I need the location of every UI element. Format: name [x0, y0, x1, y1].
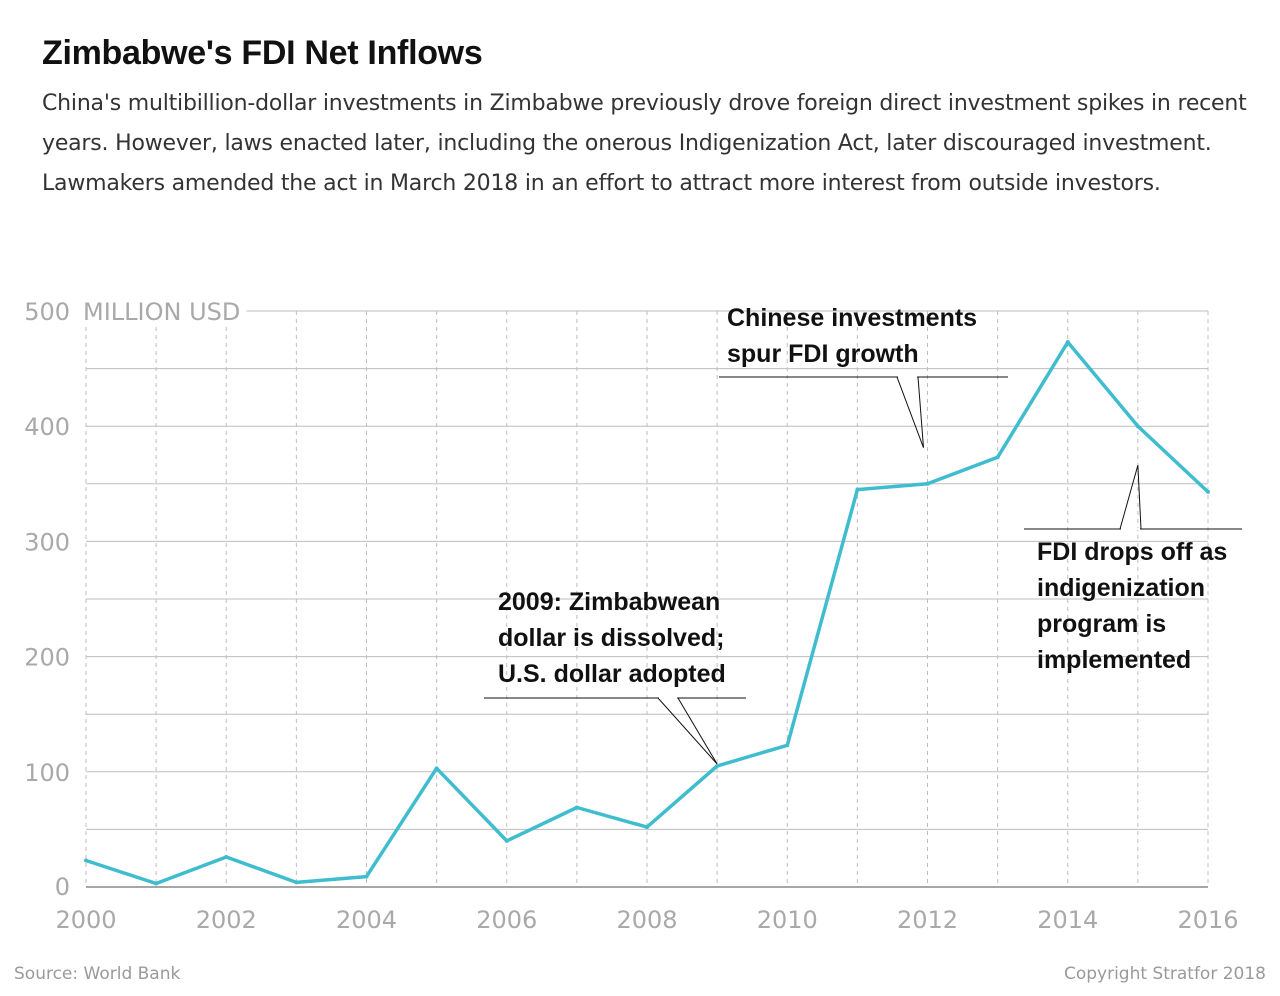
data-point: [154, 881, 159, 886]
chart-title: Zimbabwe's FDI Net Inflows: [42, 34, 483, 72]
annotation-text: program is: [1037, 610, 1166, 638]
data-point: [925, 481, 930, 486]
data-point: [1065, 340, 1070, 345]
data-point: [995, 455, 1000, 460]
x-tick-label: 2008: [616, 906, 677, 934]
callout-pointer: [1119, 465, 1142, 530]
vertical-grid: [85, 311, 1209, 887]
unit-label-mask: [79, 298, 247, 326]
annotation-text: 2009: Zimbabwean: [498, 588, 720, 616]
annotation-text: U.S. dollar adopted: [498, 660, 726, 688]
x-tick-label: 2016: [1177, 906, 1238, 934]
y-tick-label: 100: [24, 759, 70, 787]
data-points: [84, 340, 1210, 886]
annotation-text: indigenization: [1037, 574, 1205, 602]
data-point: [84, 858, 88, 863]
y-tick-label: 500: [24, 298, 70, 326]
annotation-text: implemented: [1037, 646, 1191, 674]
data-point: [785, 743, 790, 748]
x-tick-labels: 2000 2002 2004 2006 2008 2010 2012 2014 2016: [55, 906, 1238, 934]
copyright-note: Copyright Stratfor 2018: [1063, 964, 1266, 984]
data-point: [224, 855, 229, 860]
x-tick-label: 2002: [196, 906, 257, 934]
x-tick-label: 2014: [1037, 906, 1098, 934]
x-tick-label: 2012: [897, 906, 958, 934]
data-point: [294, 880, 299, 885]
x-tick-label: 2010: [757, 906, 818, 934]
annotation-text: FDI drops off as: [1037, 538, 1227, 566]
chart-subtitle: China's multibillion-dollar investments …: [42, 91, 1247, 196]
data-point: [364, 874, 369, 879]
callout-pointer: [657, 697, 718, 765]
y-tick-labels: 0 100 200 300 400 500: [24, 298, 70, 901]
annotation-text: spur FDI growth: [727, 340, 919, 368]
annotation-text: dollar is dissolved;: [498, 624, 724, 652]
x-tick-label: 2004: [336, 906, 397, 934]
data-point: [434, 766, 439, 771]
data-point: [645, 825, 649, 830]
data-point: [1206, 489, 1210, 494]
data-point: [855, 487, 860, 492]
callout-pointer: [896, 376, 924, 448]
annotation-text: Chinese investments: [727, 304, 977, 332]
x-tick-label: 2006: [476, 906, 537, 934]
data-point: [1135, 424, 1140, 429]
annotation-callouts: 2009: Zimbabwean dollar is dissolved; U.S.…: [484, 304, 1242, 765]
y-tick-label: 200: [24, 644, 70, 672]
data-point: [504, 838, 509, 843]
data-point: [574, 805, 579, 810]
x-tick-label: 2000: [55, 906, 116, 934]
source-note: Source: World Bank: [14, 964, 181, 984]
y-tick-label: 400: [24, 413, 70, 441]
data-point: [715, 764, 720, 769]
y-axis-unit-label: MILLION USD: [83, 298, 240, 326]
y-tick-label: 300: [24, 528, 70, 556]
y-tick-label: 0: [55, 873, 70, 901]
